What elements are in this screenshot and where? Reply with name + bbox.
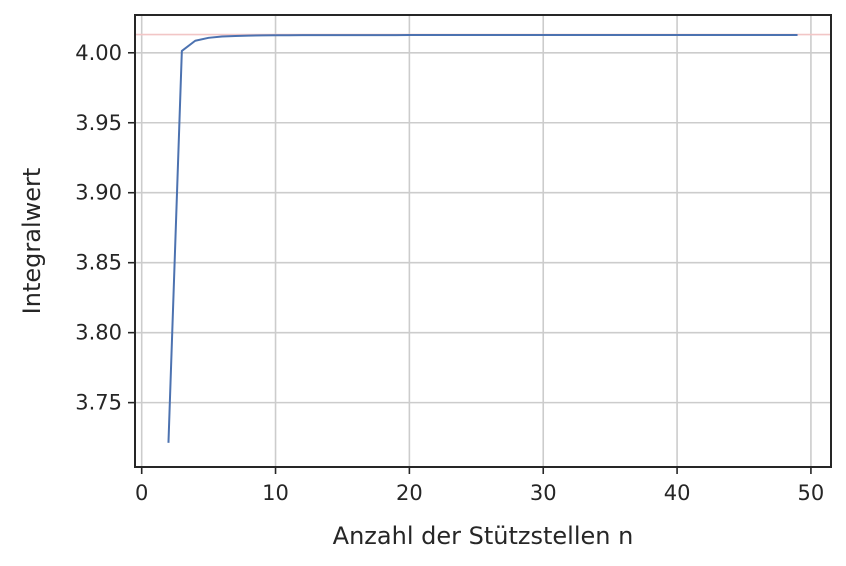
y-tick-label: 3.80 [75,321,122,345]
x-tick-label: 40 [664,481,691,505]
x-tick-label: 0 [135,481,148,505]
grid-lines [135,15,831,467]
x-tick-label: 50 [798,481,825,505]
x-axis-label: Anzahl der Stützstellen n [333,522,634,550]
x-axis-ticks: 0 10 20 30 40 50 [135,467,824,505]
plot-frame [134,14,832,468]
y-tick-label: 3.90 [75,181,122,205]
y-tick-label: 3.75 [75,391,122,415]
y-tick-label: 3.85 [75,251,122,275]
y-tick-label: 3.95 [75,111,122,135]
y-axis-label: Integralwert [18,168,46,315]
series-group [167,34,798,443]
x-tick-label: 10 [262,481,289,505]
y-tick-label: 4.00 [75,41,122,65]
series-line [167,34,798,443]
x-tick-label: 20 [396,481,423,505]
y-axis-ticks: 3.75 3.80 3.85 3.90 3.95 4.00 [75,41,135,415]
x-tick-label: 30 [530,481,557,505]
